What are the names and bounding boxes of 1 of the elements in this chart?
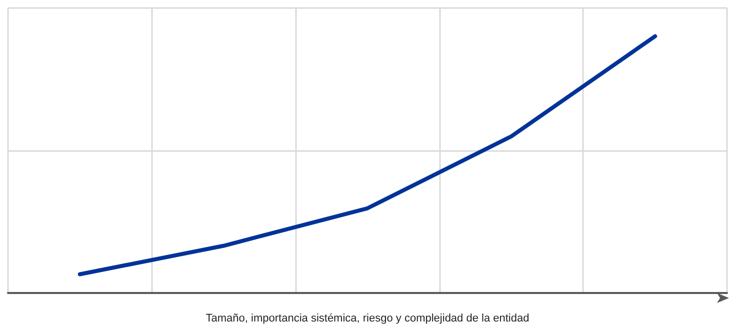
x-axis-title: Tamaño, importancia sistémica, riesgo y complejidad de la entidad (206, 312, 530, 324)
